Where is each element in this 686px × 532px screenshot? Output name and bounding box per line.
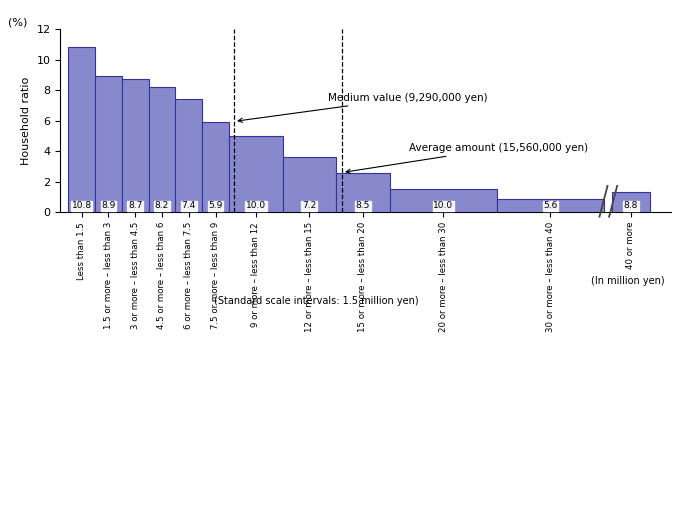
Text: 8.9: 8.9 xyxy=(102,201,116,210)
Text: 8.7: 8.7 xyxy=(128,201,143,210)
Bar xyxy=(95,77,122,212)
Text: 7.2: 7.2 xyxy=(303,201,316,210)
Bar xyxy=(149,87,176,212)
Bar xyxy=(283,157,336,212)
Text: Medium value (9,290,000 yen): Medium value (9,290,000 yen) xyxy=(238,93,488,122)
Bar xyxy=(122,79,149,212)
Bar xyxy=(229,136,283,212)
Y-axis label: Household ratio: Household ratio xyxy=(21,77,31,165)
Bar xyxy=(336,173,390,212)
Text: Average amount (15,560,000 yen): Average amount (15,560,000 yen) xyxy=(346,143,588,173)
Text: 10.0: 10.0 xyxy=(434,201,453,210)
Text: (In million yen): (In million yen) xyxy=(591,276,665,286)
Bar xyxy=(390,189,497,212)
Text: 5.9: 5.9 xyxy=(209,201,223,210)
Text: 8.8: 8.8 xyxy=(624,201,638,210)
Bar xyxy=(612,192,650,212)
Text: 10.0: 10.0 xyxy=(246,201,265,210)
Text: 8.5: 8.5 xyxy=(356,201,370,210)
Text: (%): (%) xyxy=(8,17,27,27)
Text: 5.6: 5.6 xyxy=(543,201,558,210)
Text: (Standard scale intervals: 1.5 million yen): (Standard scale intervals: 1.5 million y… xyxy=(215,296,419,306)
Bar xyxy=(176,99,202,212)
Bar xyxy=(68,47,95,212)
Text: 10.8: 10.8 xyxy=(71,201,92,210)
Text: 7.4: 7.4 xyxy=(182,201,196,210)
Text: 8.2: 8.2 xyxy=(155,201,169,210)
Bar xyxy=(202,122,229,212)
Bar xyxy=(497,200,604,212)
